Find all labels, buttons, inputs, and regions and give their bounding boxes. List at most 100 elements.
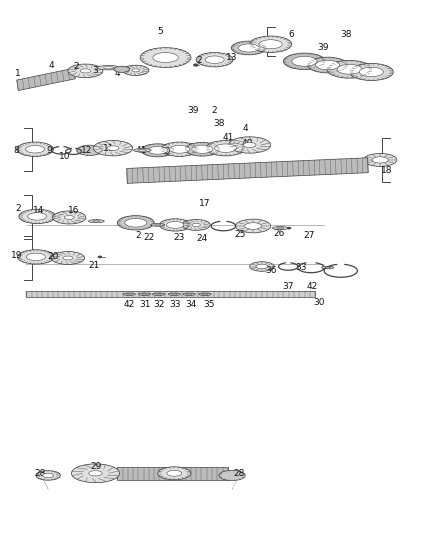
Ellipse shape — [63, 256, 73, 260]
Text: 21: 21 — [88, 261, 100, 270]
Text: 25: 25 — [234, 230, 246, 239]
Text: 24: 24 — [197, 235, 208, 243]
Ellipse shape — [141, 144, 174, 157]
Text: 4: 4 — [115, 69, 120, 78]
Text: 14: 14 — [33, 206, 44, 215]
Ellipse shape — [98, 256, 102, 258]
Ellipse shape — [250, 36, 292, 52]
Ellipse shape — [152, 293, 165, 295]
Text: 41: 41 — [222, 133, 233, 142]
Ellipse shape — [229, 137, 271, 153]
Text: 2: 2 — [212, 107, 217, 115]
Ellipse shape — [138, 150, 146, 151]
Text: 9: 9 — [46, 146, 52, 155]
Text: 32: 32 — [153, 301, 164, 309]
Ellipse shape — [123, 65, 149, 76]
Ellipse shape — [89, 471, 102, 476]
Text: 28: 28 — [35, 469, 46, 478]
Text: 13: 13 — [226, 53, 237, 62]
Ellipse shape — [364, 154, 397, 166]
Ellipse shape — [153, 53, 178, 62]
Ellipse shape — [26, 253, 46, 261]
Ellipse shape — [337, 64, 362, 74]
Ellipse shape — [151, 223, 165, 227]
Ellipse shape — [168, 293, 180, 295]
Ellipse shape — [142, 294, 147, 295]
Text: 26: 26 — [274, 229, 285, 238]
Ellipse shape — [192, 145, 213, 154]
Ellipse shape — [17, 142, 53, 156]
Ellipse shape — [103, 67, 114, 69]
Ellipse shape — [117, 216, 154, 230]
Ellipse shape — [245, 223, 261, 229]
Text: 30: 30 — [313, 298, 325, 307]
Ellipse shape — [307, 57, 348, 73]
Ellipse shape — [53, 211, 86, 224]
Text: 42: 42 — [306, 282, 318, 291]
Ellipse shape — [93, 141, 133, 156]
Text: 42: 42 — [124, 301, 135, 309]
Text: 22: 22 — [143, 233, 155, 241]
Ellipse shape — [36, 471, 60, 480]
Ellipse shape — [51, 252, 85, 264]
Ellipse shape — [321, 266, 334, 269]
Ellipse shape — [236, 219, 271, 233]
Ellipse shape — [71, 464, 120, 483]
Ellipse shape — [127, 294, 132, 295]
Ellipse shape — [42, 473, 54, 478]
Ellipse shape — [219, 470, 245, 481]
Ellipse shape — [238, 44, 259, 52]
Ellipse shape — [170, 146, 190, 153]
Ellipse shape — [156, 294, 161, 295]
Ellipse shape — [187, 294, 192, 295]
Ellipse shape — [77, 145, 103, 156]
Ellipse shape — [68, 64, 103, 78]
Ellipse shape — [182, 220, 210, 230]
Polygon shape — [127, 158, 368, 183]
Text: 18: 18 — [381, 166, 392, 175]
Text: 6: 6 — [288, 30, 294, 39]
Text: 38: 38 — [213, 119, 225, 128]
Ellipse shape — [167, 471, 182, 476]
Ellipse shape — [244, 142, 256, 148]
Ellipse shape — [155, 224, 161, 225]
Ellipse shape — [215, 144, 237, 152]
Ellipse shape — [193, 63, 198, 67]
Text: 33: 33 — [296, 263, 307, 272]
Text: 36: 36 — [265, 266, 276, 275]
Ellipse shape — [158, 467, 191, 480]
Ellipse shape — [183, 293, 195, 295]
Ellipse shape — [132, 69, 140, 72]
Ellipse shape — [166, 222, 184, 228]
Text: 10: 10 — [59, 152, 71, 161]
Ellipse shape — [159, 219, 191, 231]
Text: 8: 8 — [14, 146, 20, 155]
Ellipse shape — [256, 264, 268, 269]
Ellipse shape — [88, 220, 104, 223]
Text: 41: 41 — [135, 146, 147, 155]
Text: 4: 4 — [243, 125, 248, 133]
Ellipse shape — [93, 221, 100, 222]
Ellipse shape — [206, 141, 245, 156]
Ellipse shape — [202, 294, 208, 295]
Ellipse shape — [199, 293, 211, 295]
Ellipse shape — [292, 56, 317, 66]
Text: 20: 20 — [48, 253, 59, 261]
Ellipse shape — [80, 69, 91, 73]
Text: 33: 33 — [170, 301, 181, 309]
Ellipse shape — [205, 56, 224, 63]
Text: 19: 19 — [11, 252, 22, 260]
Ellipse shape — [185, 142, 220, 156]
Text: 2: 2 — [16, 205, 21, 213]
Text: 5: 5 — [157, 28, 163, 36]
Ellipse shape — [327, 60, 372, 78]
Text: 16: 16 — [68, 206, 79, 215]
Ellipse shape — [107, 146, 119, 150]
Ellipse shape — [283, 53, 325, 69]
Text: 39: 39 — [318, 44, 329, 52]
Ellipse shape — [196, 53, 233, 67]
Ellipse shape — [64, 215, 74, 220]
Ellipse shape — [259, 40, 282, 49]
Ellipse shape — [148, 147, 168, 154]
Ellipse shape — [25, 146, 45, 153]
